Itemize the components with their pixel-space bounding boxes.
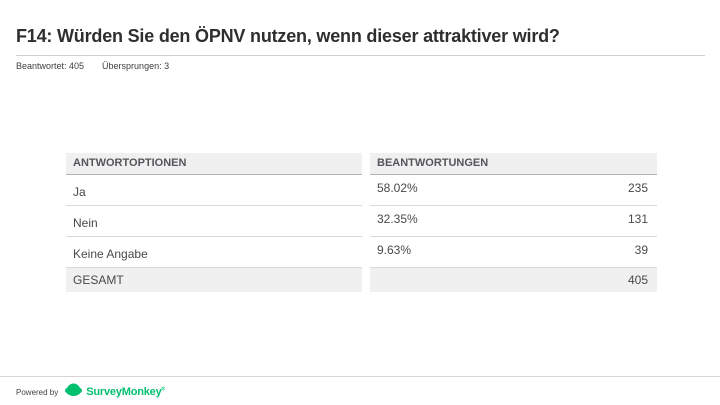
- results-table: ANTWORTOPTIONEN BEANTWORTUNGEN Ja 58.02%…: [66, 153, 657, 292]
- column-gap: [362, 237, 370, 268]
- response-meta: Beantwortet: 405 Übersprungen: 3: [16, 61, 187, 71]
- total-count: 405: [627, 273, 648, 287]
- answer-percent: 58.02%: [377, 181, 418, 195]
- answer-percent: 32.35%: [377, 212, 418, 226]
- powered-by-label: Powered by: [16, 387, 59, 397]
- answer-option-label: Ja: [66, 175, 362, 206]
- surveymonkey-link[interactable]: SurveyMonkey®: [65, 383, 165, 401]
- skipped-count: Übersprungen: 3: [102, 61, 170, 71]
- surveymonkey-monkey-icon: [65, 383, 83, 401]
- answer-option-label: Nein: [66, 206, 362, 237]
- footer: Powered by SurveyMonkey®: [16, 383, 165, 401]
- answer-count: 131: [627, 212, 648, 226]
- title-divider: [16, 55, 705, 56]
- column-gap: [362, 206, 370, 237]
- column-header-options: ANTWORTOPTIONEN: [66, 153, 362, 175]
- table-header-row: ANTWORTOPTIONEN BEANTWORTUNGEN: [66, 153, 657, 175]
- table-row: Keine Angabe 9.63% 39: [66, 237, 657, 268]
- column-header-responses: BEANTWORTUNGEN: [370, 153, 657, 175]
- answered-count: Beantwortet: 405: [16, 61, 85, 71]
- column-gap: [362, 268, 370, 292]
- page-title: F14: Würden Sie den ÖPNV nutzen, wenn di…: [16, 26, 560, 46]
- surveymonkey-brand-text: SurveyMonkey®: [86, 386, 165, 398]
- answer-count: 39: [634, 243, 648, 257]
- table-row: Nein 32.35% 131: [66, 206, 657, 237]
- footer-divider: [0, 376, 720, 377]
- answer-option-label: Keine Angabe: [66, 237, 362, 268]
- column-gap: [362, 153, 370, 175]
- answer-values: 9.63% 39: [370, 237, 657, 268]
- registered-trademark: ®: [161, 386, 166, 393]
- answer-values: 32.35% 131: [370, 206, 657, 237]
- total-label: GESAMT: [66, 268, 362, 292]
- answer-percent: 9.63%: [377, 243, 412, 257]
- answer-count: 235: [627, 181, 648, 195]
- table-row: Ja 58.02% 235: [66, 175, 657, 206]
- answer-values: 58.02% 235: [370, 175, 657, 206]
- column-gap: [362, 175, 370, 206]
- table-total-row: GESAMT 405: [66, 268, 657, 292]
